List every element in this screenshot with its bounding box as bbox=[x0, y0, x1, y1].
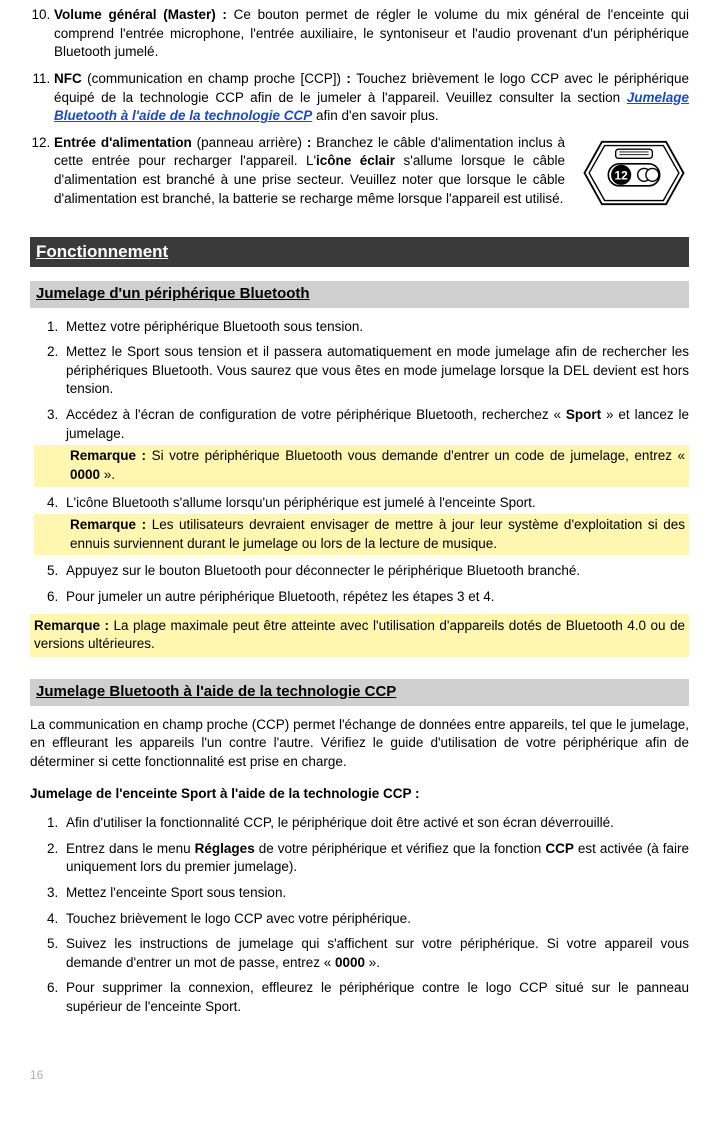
features-list: Volume général (Master) : Ce bouton perm… bbox=[30, 6, 689, 215]
feature-11-title: NFC bbox=[54, 71, 82, 86]
note2-text: Les utilisateurs devraient envisager de … bbox=[70, 517, 685, 551]
note1-b: ». bbox=[100, 467, 115, 482]
note-full-text: La plage maximale peut être atteinte ave… bbox=[34, 618, 685, 652]
note2-label: Remarque : bbox=[70, 517, 146, 532]
ccp-step-5b: ». bbox=[365, 955, 380, 970]
ccp-step-2b2: CCP bbox=[545, 841, 574, 856]
note1-bold: 0000 bbox=[70, 467, 100, 482]
bt-step-3: Accédez à l'écran de configuration de vo… bbox=[62, 406, 689, 487]
bt-step-5: Appuyez sur le bouton Bluetooth pour déc… bbox=[62, 562, 689, 581]
note1-label: Remarque : bbox=[70, 448, 146, 463]
feature-10-title: Volume général (Master) : bbox=[54, 7, 234, 22]
ccp-step-5: Suivez les instructions de jumelage qui … bbox=[62, 935, 689, 972]
ccp-step-2: Entrez dans le menu Réglages de votre pé… bbox=[62, 840, 689, 877]
bt-step-3a: Accédez à l'écran de configuration de vo… bbox=[66, 407, 566, 422]
ccp-step-6: Pour supprimer la connexion, effleurez l… bbox=[62, 979, 689, 1016]
feature-item-11: NFC (communication en champ proche [CCP]… bbox=[54, 70, 689, 126]
ccp-step-1: Afin d'utiliser la fonctionnalité CCP, l… bbox=[62, 814, 689, 833]
feature-11-c: afin d'en savoir plus. bbox=[312, 108, 438, 123]
ccp-step-5bold: 0000 bbox=[335, 955, 365, 970]
bluetooth-steps: Mettez votre périphérique Bluetooth sous… bbox=[30, 318, 689, 607]
note-update-os: Remarque : Les utilisateurs devraient en… bbox=[34, 514, 689, 555]
manual-page: Volume général (Master) : Ce bouton perm… bbox=[0, 0, 711, 1103]
page-number: 16 bbox=[30, 1067, 689, 1084]
note-pairing-code: Remarque : Si votre périphérique Bluetoo… bbox=[34, 445, 689, 486]
ccp-step-3: Mettez l'enceinte Sport sous tension. bbox=[62, 884, 689, 903]
ccp-step-2a: Entrez dans le menu bbox=[66, 841, 195, 856]
ccp-steps: Afin d'utiliser la fonctionnalité CCP, l… bbox=[30, 814, 689, 1017]
ccp-step-4: Touchez brièvement le logo CCP avec votr… bbox=[62, 910, 689, 929]
note-max-range: Remarque : La plage maximale peut être a… bbox=[30, 614, 689, 657]
ccp-subhead: Jumelage de l'enceinte Sport à l'aide de… bbox=[30, 785, 689, 804]
bt-step-1: Mettez votre périphérique Bluetooth sous… bbox=[62, 318, 689, 337]
svg-text:12: 12 bbox=[615, 168, 629, 182]
note1-a: Si votre périphérique Bluetooth vous dem… bbox=[146, 448, 685, 463]
ccp-step-2b: de votre périphérique et vérifiez que la… bbox=[255, 841, 546, 856]
feature-item-10: Volume général (Master) : Ce bouton perm… bbox=[54, 6, 689, 62]
ccp-intro: La communication en champ proche (CCP) p… bbox=[30, 716, 689, 772]
power-port-diagram: 12 bbox=[579, 136, 689, 216]
feature-12-title: Entrée d'alimentation bbox=[54, 135, 192, 150]
sub-jumelage-ccp: Jumelage Bluetooth à l'aide de la techno… bbox=[30, 679, 689, 706]
feature-11-colon: : bbox=[346, 71, 356, 86]
sub-jumelage-bluetooth: Jumelage d'un périphérique Bluetooth bbox=[30, 281, 689, 308]
ccp-step-2b1: Réglages bbox=[195, 841, 255, 856]
feature-12-a: (panneau arrière) bbox=[192, 135, 307, 150]
feature-12-bold2: icône éclair bbox=[316, 153, 395, 168]
section-fonctionnement: Fonctionnement bbox=[30, 237, 689, 266]
bt-step-3bold: Sport bbox=[566, 407, 601, 422]
bt-step-2: Mettez le Sport sous tension et il passe… bbox=[62, 343, 689, 399]
bt-step-6: Pour jumeler un autre périphérique Bluet… bbox=[62, 588, 689, 607]
feature-12-colon: : bbox=[307, 135, 316, 150]
note-full-label: Remarque : bbox=[34, 618, 109, 633]
feature-item-12: Entrée d'alimentation (panneau arrière) … bbox=[54, 134, 689, 216]
bt-step-4: L'icône Bluetooth s'allume lorsqu'un pér… bbox=[62, 494, 689, 556]
feature-11-a: (communication en champ proche [CCP]) bbox=[82, 71, 347, 86]
bt-step-4-text: L'icône Bluetooth s'allume lorsqu'un pér… bbox=[66, 495, 536, 510]
